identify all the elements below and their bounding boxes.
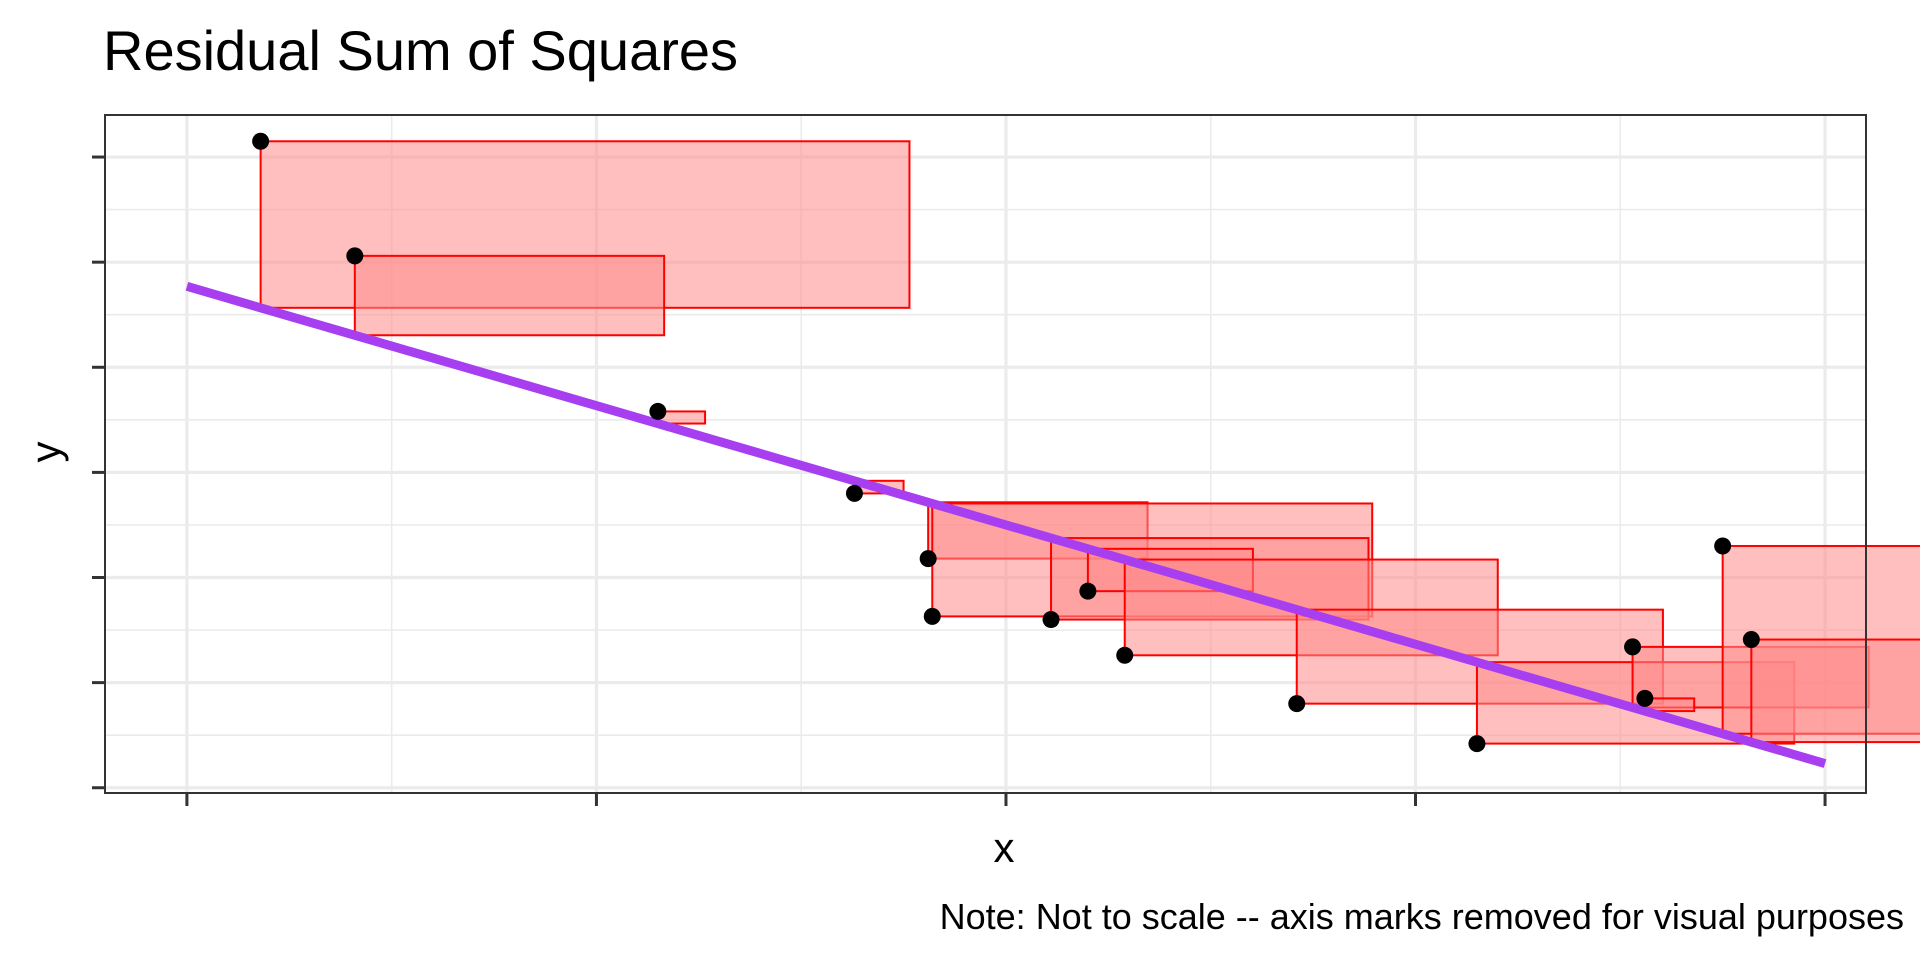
residual-squares	[259, 140, 1920, 745]
data-point	[1288, 695, 1306, 713]
data-point	[1079, 582, 1097, 600]
data-point	[845, 484, 863, 502]
data-point	[1468, 735, 1486, 753]
regression-line	[185, 282, 1827, 768]
chart-title: Residual Sum of Squares	[103, 19, 738, 82]
residual-square	[353, 254, 666, 337]
data-point	[1742, 631, 1760, 649]
data-points	[252, 132, 1760, 753]
data-point	[346, 247, 364, 265]
data-point	[1624, 638, 1642, 656]
data-point	[923, 607, 941, 625]
data-point	[1636, 689, 1654, 707]
data-point	[1116, 646, 1134, 664]
x-axis-label: x	[994, 824, 1015, 871]
data-point	[919, 550, 937, 568]
data-point	[252, 132, 270, 150]
axis-ticks	[92, 155, 1827, 806]
data-point	[649, 402, 667, 420]
chart-caption: Note: Not to scale -- axis marks removed…	[940, 896, 1904, 937]
data-point	[1714, 537, 1732, 555]
residual-square	[1750, 638, 1920, 744]
panel-border	[104, 114, 1867, 794]
y-axis-label: y	[22, 442, 69, 463]
data-point	[1042, 611, 1060, 629]
